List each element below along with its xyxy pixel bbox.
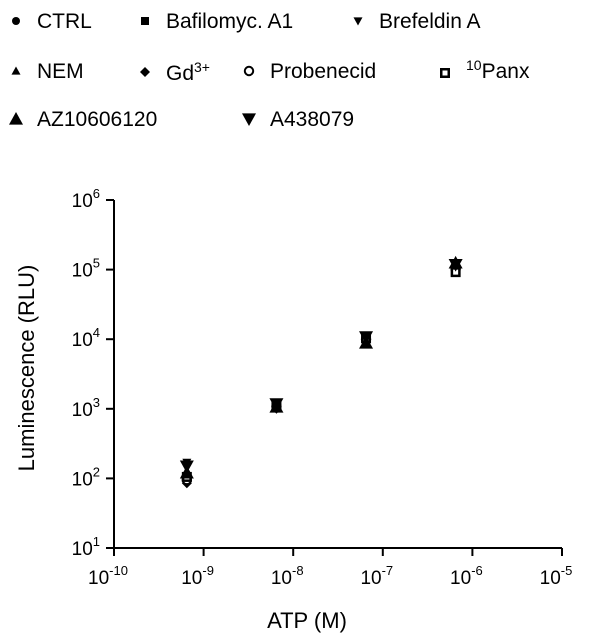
legend-marker-shape — [353, 17, 363, 26]
legend-marker-brefeldin — [347, 10, 369, 32]
data-point — [359, 331, 374, 344]
series-gd — [181, 263, 461, 489]
legend-marker-symbol — [353, 17, 363, 26]
chart-legend: CTRL Bafilomyc. A1 Brefeldin A NEM Gd3+ … — [0, 0, 590, 140]
legend-label-az10606120: AZ10606120 — [37, 107, 158, 131]
x-tick-label: 10-5 — [540, 563, 573, 589]
legend-item-az10606120: AZ10606120 — [5, 108, 157, 130]
series-probenecid — [181, 263, 461, 486]
series-a438079 — [179, 258, 463, 474]
x-tick-label: 10-9 — [181, 563, 214, 589]
legend-item-ctrl: CTRL — [5, 10, 92, 32]
y-tick-label: 106 — [72, 186, 100, 212]
legend-item-bafilomycin: Bafilomyc. A1 — [134, 10, 293, 32]
y-tick-label: 101 — [72, 534, 100, 560]
y-tick-label: 104 — [72, 325, 100, 351]
legend-label-gd: Gd3+ — [166, 59, 210, 85]
x-tick-label: 10-8 — [271, 563, 304, 589]
legend-marker-shape — [243, 65, 255, 77]
legend-label-ctrl: CTRL — [37, 9, 92, 33]
y-tick-label: 102 — [72, 464, 100, 490]
legend-item-nem: NEM — [5, 60, 84, 82]
legend-marker-shape — [12, 17, 20, 25]
data-points — [179, 255, 463, 489]
legend-item-a438079: A438079 — [238, 108, 354, 130]
data-point — [448, 258, 463, 272]
legend-marker-symbol — [440, 68, 450, 78]
legend-label-a438079: A438079 — [270, 107, 355, 131]
legend-marker-shape — [11, 66, 21, 75]
legend-marker-a438079 — [238, 108, 260, 130]
series-panx — [181, 267, 461, 482]
series-bafilomyc-a1 — [182, 265, 460, 483]
legend-marker-az10606120 — [5, 108, 27, 130]
legend-item-brefeldin: Brefeldin A — [347, 10, 481, 32]
legend-marker-shape — [140, 67, 150, 77]
y-tick-label: 103 — [72, 395, 100, 421]
legend-marker-panx — [434, 62, 456, 84]
legend-marker-shape — [440, 68, 450, 78]
data-point — [269, 398, 284, 411]
series-brefeldin-a — [182, 260, 461, 467]
y-axis-label: Luminescence (RLU) — [14, 265, 39, 472]
legend-item-probenecid: Probenecid — [238, 60, 376, 82]
legend-marker-symbol — [9, 112, 23, 125]
legend-marker-nem — [5, 60, 27, 82]
legend-marker-probenecid — [238, 60, 260, 82]
series-ctrl — [182, 262, 460, 480]
legend-label-panx: 10Panx — [466, 57, 530, 83]
series-az10606120 — [179, 255, 463, 479]
x-tick-label: 10-6 — [450, 563, 483, 589]
legend-label-brefeldin: Brefeldin A — [379, 9, 481, 33]
legend-marker-symbol — [141, 17, 149, 25]
chart-ticks: 10-10 10-9 10-8 10-7 10-6 10-5 101 102 103 104 105… — [72, 186, 573, 589]
x-axis-label: ATP (M) — [267, 608, 347, 633]
legend-marker-ctrl — [5, 10, 27, 32]
chart-axes — [113, 200, 562, 549]
legend-marker-symbol — [140, 67, 150, 77]
series-nem — [182, 260, 461, 475]
legend-marker-symbol — [243, 65, 255, 77]
legend-label-nem: NEM — [37, 59, 84, 83]
legend-marker-shape — [9, 112, 23, 125]
legend-marker-symbol — [12, 17, 20, 25]
legend-label-bafilomycin: Bafilomyc. A1 — [166, 9, 294, 33]
legend-marker-gd — [134, 61, 156, 83]
data-point — [450, 267, 461, 278]
x-tick-label: 10-7 — [360, 563, 393, 589]
legend-marker-shape — [141, 17, 149, 25]
x-tick-label: 10-10 — [88, 563, 128, 589]
legend-marker-bafilomycin — [134, 10, 156, 32]
y-tick-label: 105 — [72, 256, 100, 282]
legend-label-probenecid: Probenecid — [270, 59, 377, 83]
legend-marker-symbol — [11, 66, 21, 75]
legend-item-panx: 10Panx — [434, 56, 529, 84]
legend-item-gd: Gd3+ — [134, 60, 210, 84]
legend-marker-symbol — [242, 113, 256, 126]
data-point — [179, 460, 194, 474]
legend-marker-shape — [242, 113, 256, 126]
